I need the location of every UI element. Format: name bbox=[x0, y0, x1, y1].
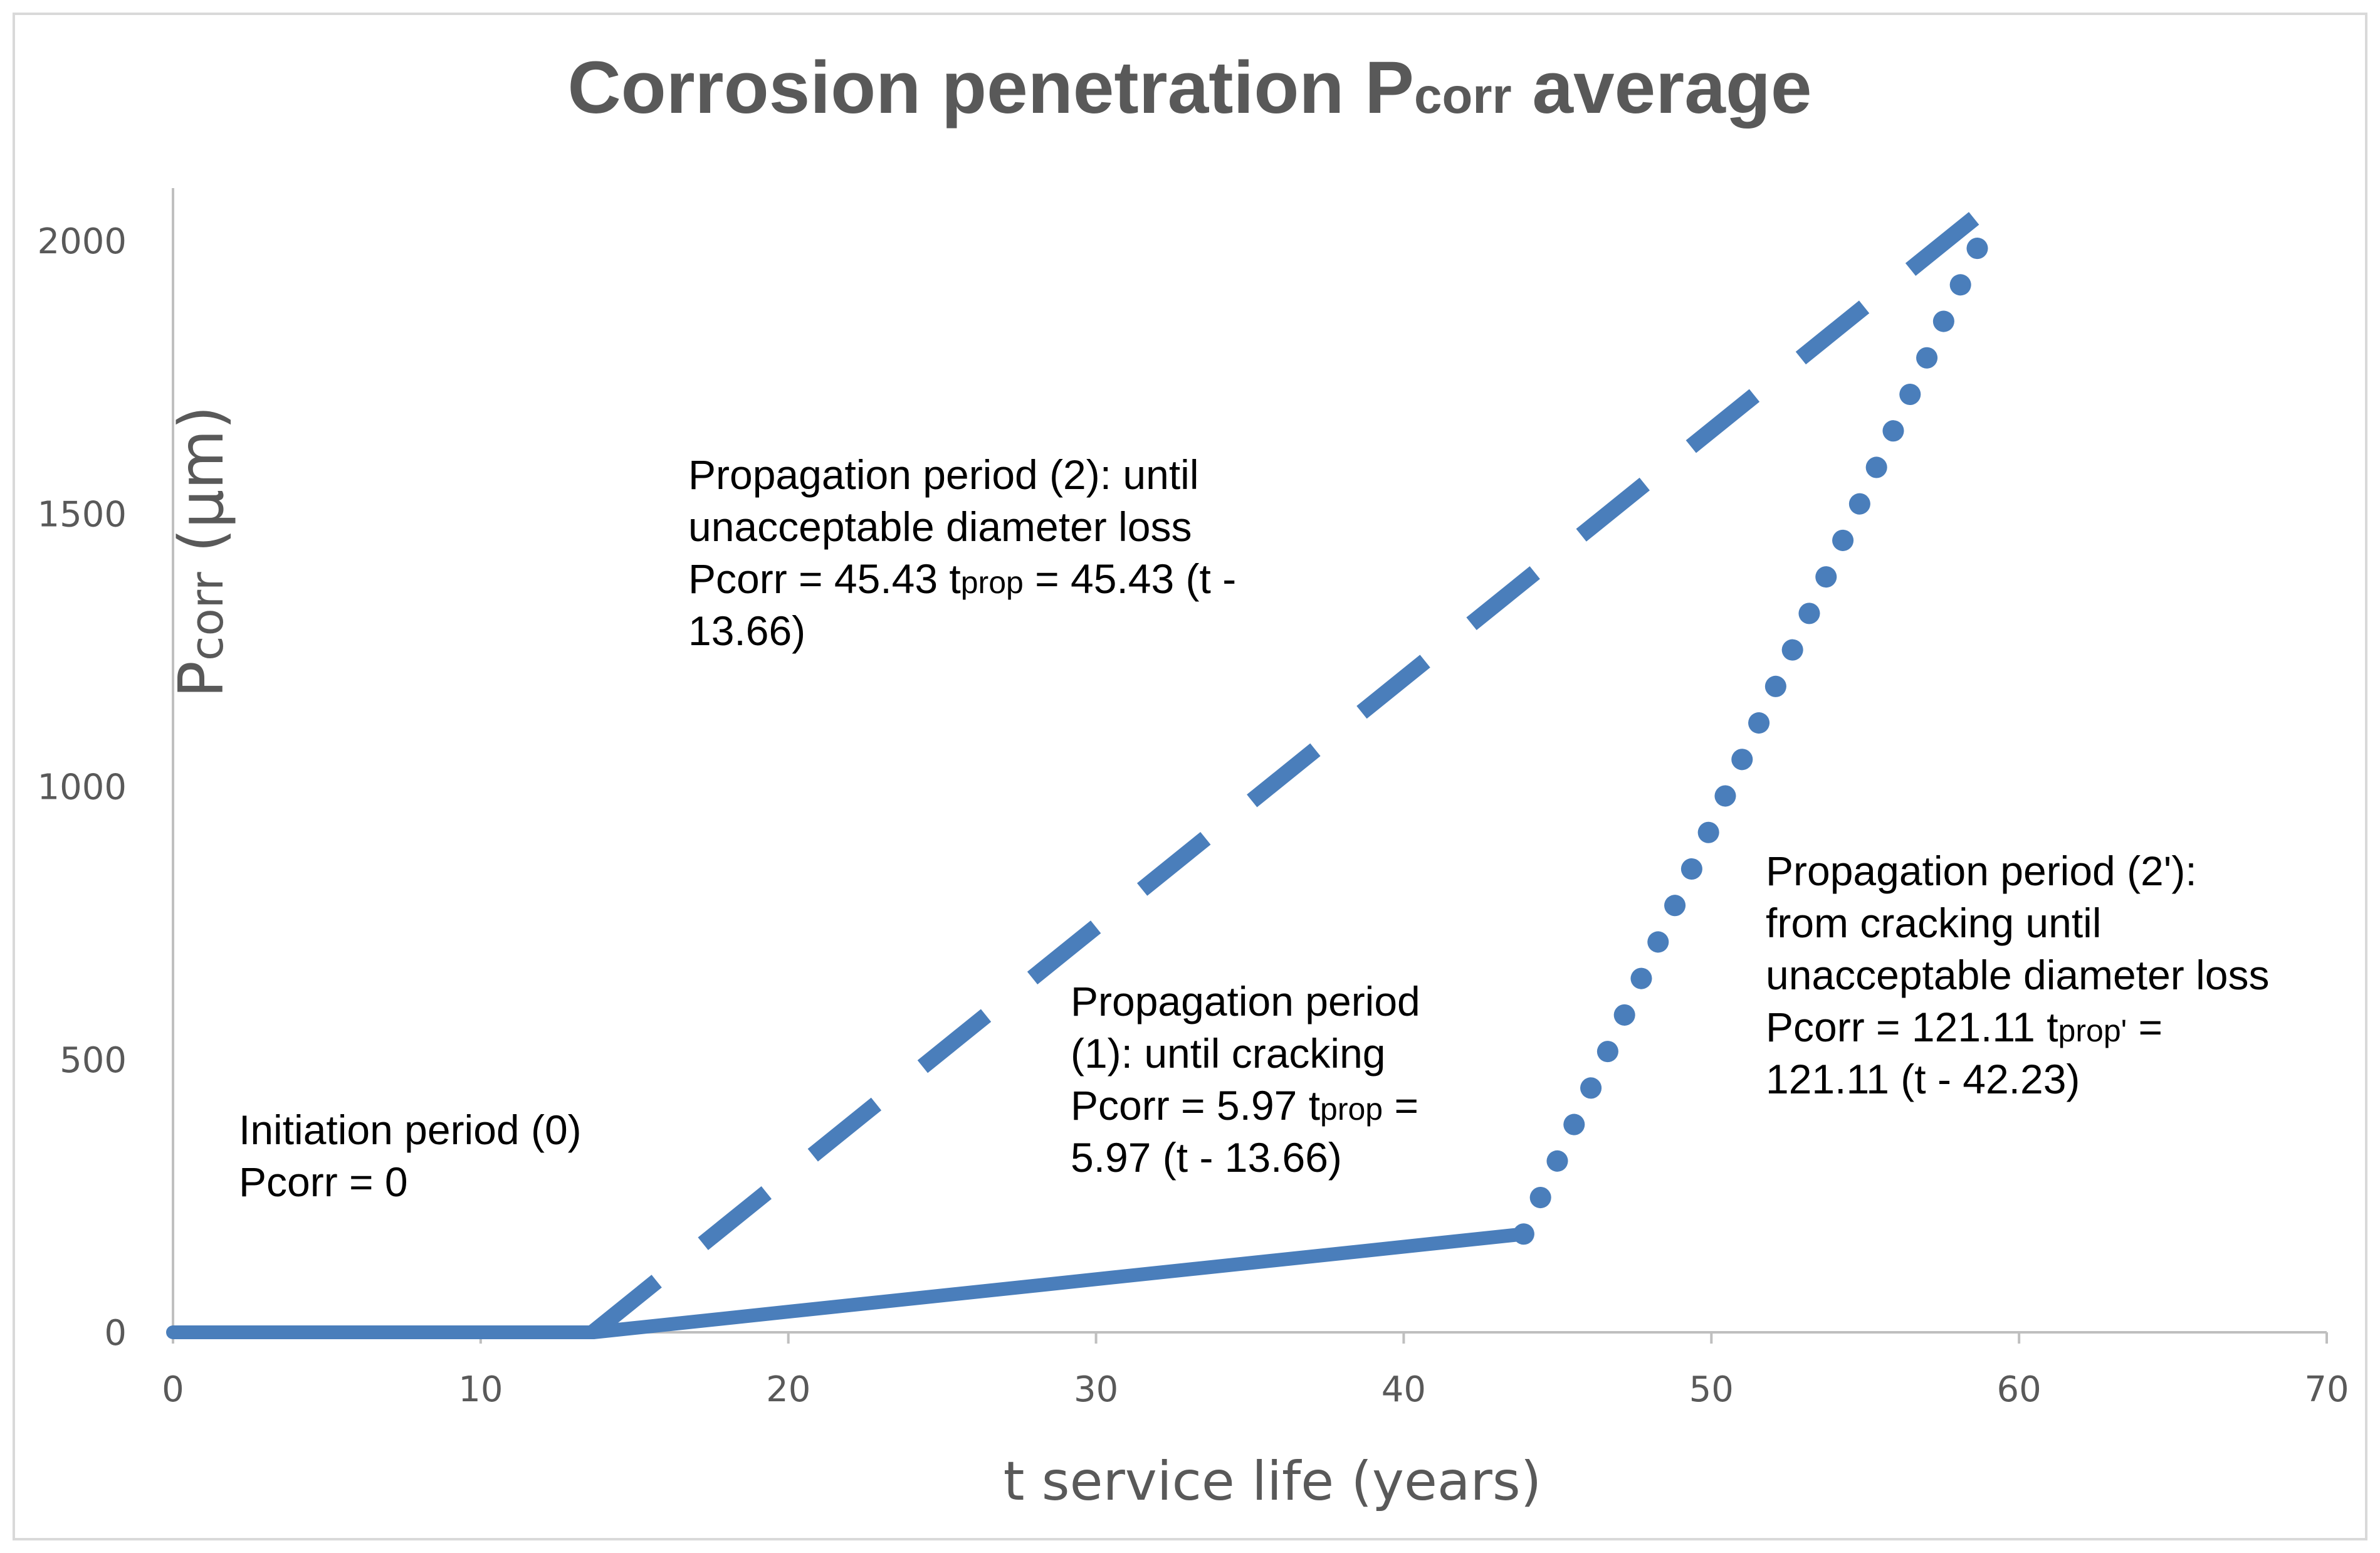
x-ticks: 0 10 20 30 40 50 60 70 bbox=[162, 1332, 2349, 1410]
annotation-text: Propagation period (1): until cracking Pco… bbox=[1071, 978, 1420, 1181]
y-tick-label: 1500 bbox=[37, 494, 127, 535]
annotation-text: Initiation period (0) Pcorr = 0 bbox=[239, 1107, 582, 1205]
annotation-text: Propagation period (2'): from cracking un… bbox=[1766, 848, 2269, 1102]
y-axis-title: Pcorr (μm) bbox=[166, 406, 238, 698]
y-tick-label: 2000 bbox=[37, 221, 127, 262]
x-tick-label: 20 bbox=[766, 1369, 810, 1410]
x-tick-label: 50 bbox=[1689, 1369, 1734, 1410]
y-tick-label: 500 bbox=[60, 1040, 127, 1081]
x-tick-label: 60 bbox=[1997, 1369, 2042, 1410]
x-tick-label: 10 bbox=[458, 1369, 503, 1410]
series-line-solid bbox=[586, 1227, 1531, 1339]
annotations: Initiation period (0) Pcorr = 0 Propagatio… bbox=[239, 451, 2269, 1205]
annotation-text: Propagation period (2): until unacceptabl… bbox=[688, 451, 1236, 654]
y-tick-label: 0 bbox=[104, 1313, 127, 1354]
chart-frame bbox=[13, 13, 2367, 1540]
series-line-dashed bbox=[588, 187, 2009, 1339]
x-tick-label: 0 bbox=[162, 1369, 184, 1410]
y-tick-label: 1000 bbox=[37, 767, 127, 808]
chart-title: Corrosion penetration Pcorr average bbox=[567, 46, 1811, 129]
x-tick-label: 40 bbox=[1381, 1369, 1426, 1410]
x-tick-label: 70 bbox=[2304, 1369, 2349, 1410]
series-layer bbox=[166, 187, 2009, 1339]
x-tick-label: 30 bbox=[1074, 1369, 1118, 1410]
y-ticks: 0 500 1000 1500 2000 bbox=[37, 221, 127, 1354]
x-axis-title: t service life (years) bbox=[1004, 1450, 1542, 1513]
series-line-dotted bbox=[1512, 213, 2000, 1245]
